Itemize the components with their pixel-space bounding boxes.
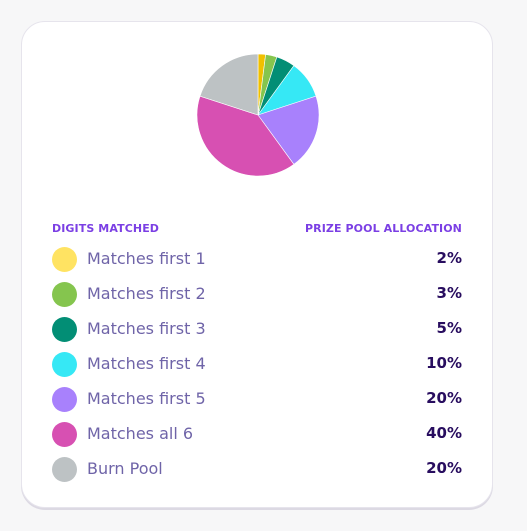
row-label: Matches first 5 <box>87 389 206 408</box>
row-percentage: 3% <box>436 284 462 302</box>
row-percentage: 20% <box>426 389 462 407</box>
prize-allocation-card: DIGITS MATCHED PRIZE POOL ALLOCATION Mat… <box>21 21 493 508</box>
allocation-row-all-6: Matches all 6 40% <box>52 417 462 452</box>
table-header: DIGITS MATCHED PRIZE POOL ALLOCATION <box>52 222 462 236</box>
color-dot-icon <box>52 247 77 272</box>
color-dot-icon <box>52 317 77 342</box>
color-dot-icon <box>52 457 77 482</box>
row-percentage: 5% <box>436 319 462 337</box>
allocation-row-first-1: Matches first 1 2% <box>52 242 462 277</box>
digits-matched-header: DIGITS MATCHED <box>52 222 160 235</box>
allocation-row-first-5: Matches first 5 20% <box>52 382 462 417</box>
color-dot-icon <box>52 352 77 377</box>
allocation-row-first-4: Matches first 4 10% <box>52 347 462 382</box>
allocation-row-first-3: Matches first 3 5% <box>52 312 462 347</box>
row-percentage: 10% <box>426 354 462 372</box>
row-percentage: 20% <box>426 459 462 477</box>
pie-slice-5 <box>257 95 320 165</box>
pie-svg <box>196 53 320 177</box>
row-label: Burn Pool <box>87 459 163 478</box>
color-dot-icon <box>52 282 77 307</box>
color-dot-icon <box>52 387 77 412</box>
row-label: Matches all 6 <box>87 424 194 443</box>
pie-slice-6 <box>196 95 295 177</box>
allocation-list: Matches first 1 2% Matches first 2 3% Ma… <box>52 242 462 487</box>
allocation-pie-chart <box>196 53 320 177</box>
allocation-row-burn-pool: Burn Pool 20% <box>52 452 462 487</box>
row-percentage: 40% <box>426 424 462 442</box>
row-percentage: 2% <box>436 249 462 267</box>
row-label: Matches first 4 <box>87 354 206 373</box>
allocation-row-first-2: Matches first 2 3% <box>52 277 462 312</box>
row-label: Matches first 1 <box>87 249 206 268</box>
pie-slice-7 <box>199 53 259 116</box>
color-dot-icon <box>52 422 77 447</box>
row-label: Matches first 3 <box>87 319 206 338</box>
prize-pool-allocation-header: PRIZE POOL ALLOCATION <box>304 222 462 235</box>
row-label: Matches first 2 <box>87 284 206 303</box>
